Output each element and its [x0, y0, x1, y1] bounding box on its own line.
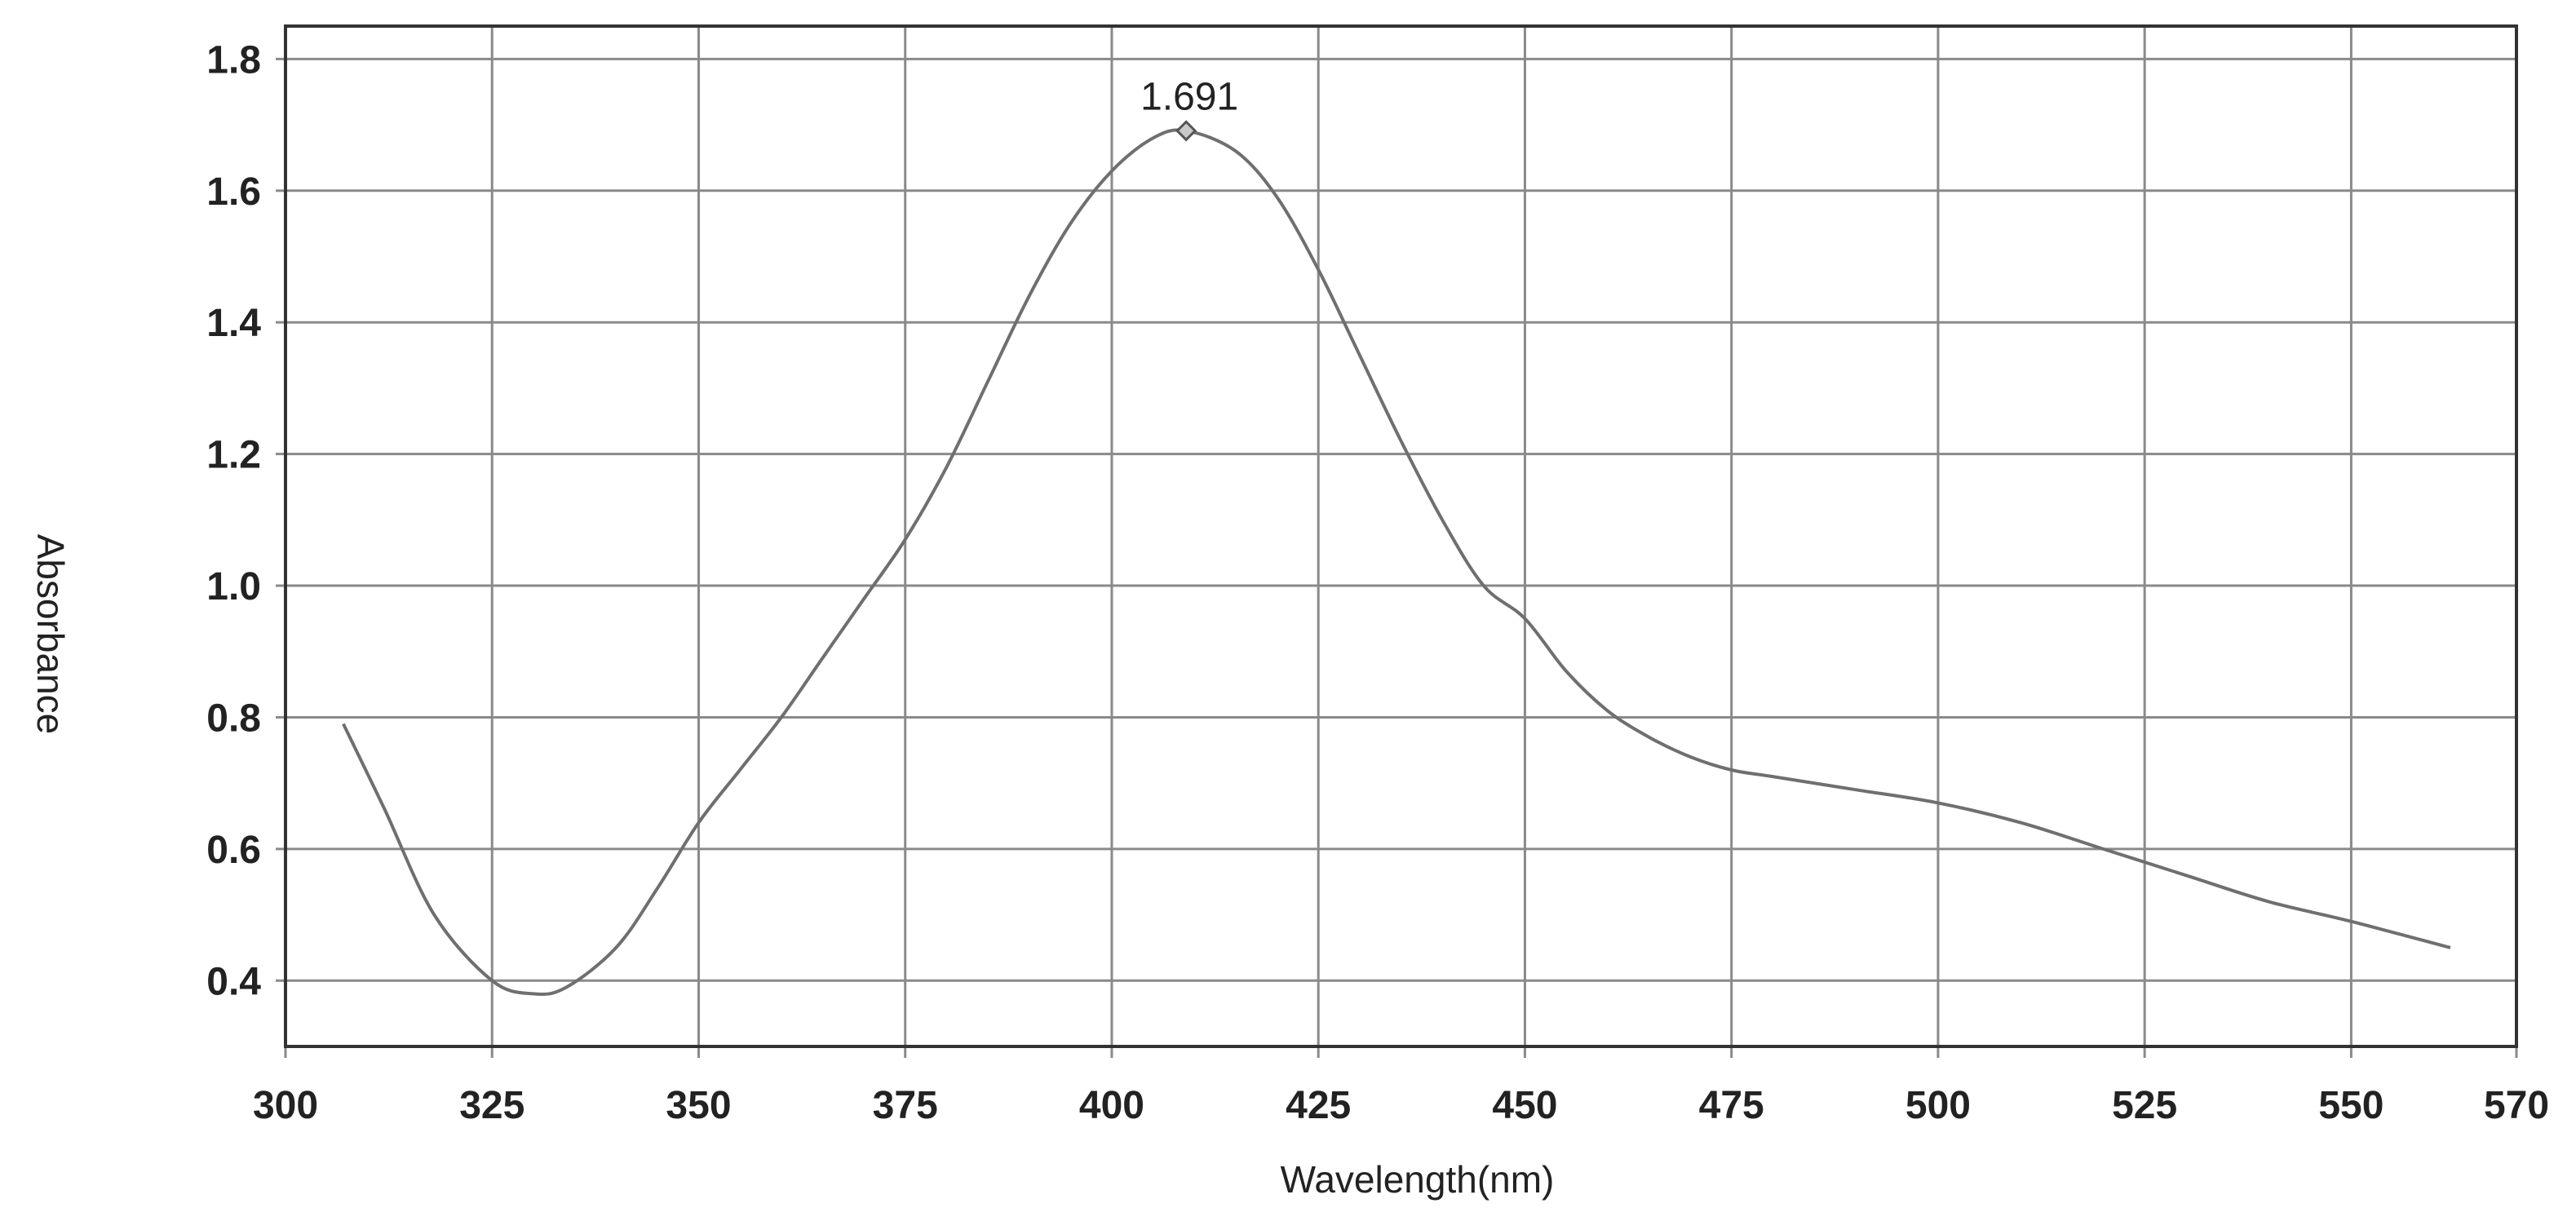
y-tick-label: 1.2 [206, 434, 261, 477]
x-tick-label: 525 [2112, 1084, 2177, 1127]
y-tick-labels: 0.4 0.6 0.8 1.0 1.2 1.4 1.6 1.8 [206, 38, 261, 1003]
peak-marker [1175, 120, 1197, 142]
annotations: 1.691 [1140, 75, 1238, 142]
y-tick-label: 1.6 [206, 170, 261, 214]
plot-frame [284, 24, 2518, 1048]
y-tick-label: 0.4 [206, 960, 261, 1003]
x-tick-label: 300 [253, 1084, 318, 1127]
y-tick-label: 0.8 [206, 697, 261, 740]
x-tick-label: 325 [459, 1084, 524, 1127]
x-tick-label: 475 [1699, 1084, 1764, 1127]
y-axis-label: Absorbance [29, 534, 72, 735]
x-tick-label: 550 [2318, 1084, 2383, 1127]
series-line [342, 128, 2451, 997]
x-tick-label: 450 [1492, 1084, 1557, 1127]
y-tick-label: 0.6 [206, 829, 261, 872]
x-tick-label: 350 [666, 1084, 731, 1127]
x-tick-label: 375 [873, 1084, 938, 1127]
y-tick-label: 1.8 [206, 38, 261, 82]
y-tick-label: 1.0 [206, 565, 261, 608]
grid [276, 26, 2518, 1058]
y-tick-label: 1.4 [206, 302, 261, 345]
x-axis-label: Wavelength(nm) [1281, 1158, 1555, 1201]
x-tick-label: 425 [1286, 1084, 1351, 1127]
x-tick-label: 570 [2484, 1084, 2549, 1127]
x-tick-label: 500 [1905, 1084, 1971, 1127]
peak-value-label: 1.691 [1140, 75, 1238, 118]
x-tick-label: 400 [1079, 1084, 1144, 1127]
x-tick-labels: 300 325 350 375 400 425 450 475 500 525 550 570 [253, 1084, 2549, 1127]
